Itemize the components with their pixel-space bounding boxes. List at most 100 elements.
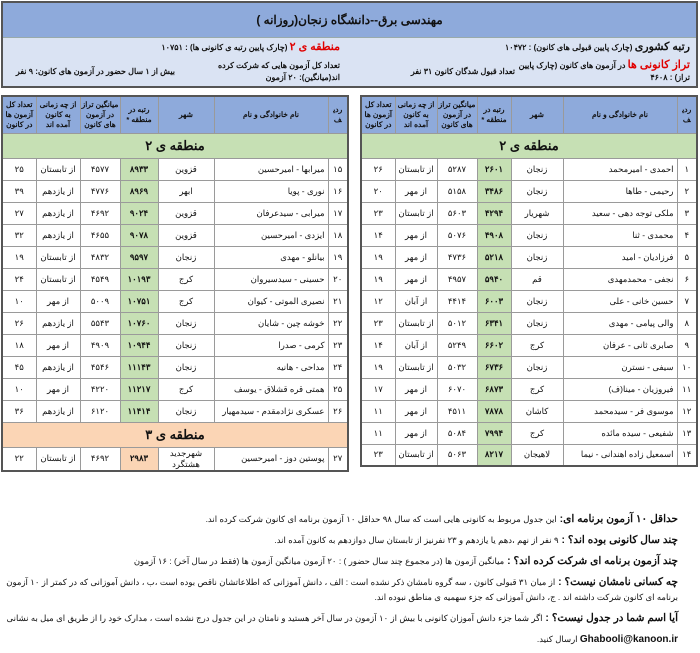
cell-total-exams: ۱۸: [1, 333, 37, 357]
cell-city: کرج: [157, 377, 215, 401]
cell-region-rank: ۷۸۷۸: [476, 399, 512, 423]
cell-total-exams: ۲۳: [360, 201, 396, 225]
zone-row: منطقه ی ۲: [1, 132, 349, 159]
cell-row-number: ۱۴: [676, 443, 698, 467]
cell-student-name: نجفی - محمدمهدی: [562, 267, 678, 291]
note-item: آیا اسم شما در جدول نیست؟ : اگر شما جزء …: [0, 611, 678, 626]
table-row: ۲۷ پوستین دوز - امیرحسین شهرجدید هشتگرد ۲۹۸…: [1, 446, 349, 471]
cell-city: کرج: [510, 377, 564, 401]
cell-joined-since: از مهر: [35, 377, 81, 401]
cell-row-number: ۱: [676, 157, 698, 181]
region-label: منطقه ی ۲: [289, 41, 340, 53]
cell-region-rank: ۱۰۱۹۳: [119, 267, 159, 291]
cell-student-name: صابری ثانی - عرفان: [562, 333, 678, 357]
national-rank-value: (چارک پایین قبولی های کانون) : ۱۰۴۷۲: [504, 43, 635, 52]
cell-region-rank: ۲۶۰۱: [476, 157, 512, 181]
tables-area: ردیف نام خانوادگی و نام شهر رتبه در منطقه *…: [1, 95, 698, 472]
cell-total-exams: ۱۰: [1, 377, 37, 401]
cell-region-rank: ۵۹۴۰: [476, 267, 512, 291]
cell-student-name: رحیمی - طاها: [562, 179, 678, 203]
avg-exams: تعداد کل آزمون هایی که شرکت کرده اند(میا…: [217, 60, 340, 82]
cell-city: شهریار: [510, 201, 564, 225]
cell-total-exams: ۲۲: [1, 446, 37, 471]
cell-city: لاهیجان: [510, 443, 564, 467]
cell-student-name: ایزدی - امیرحسین: [213, 223, 329, 247]
cell-region-rank: ۷۹۹۴: [476, 421, 512, 445]
cell-avg-taraz: ۵۵۴۳: [79, 311, 121, 335]
table-row: ۲۲ خوشه چین - شایان زنجان ۱۰۷۶۰ ۵۵۴۳ از یازده…: [1, 311, 349, 335]
cell-region-rank: ۹۰۷۸: [119, 223, 159, 247]
cell-joined-since: از مهر: [394, 399, 438, 423]
cell-student-name: مداحی - هانیه: [213, 355, 329, 379]
cell-city: قزوین: [157, 157, 215, 181]
column-header-region-rank: رتبه در منطقه *: [119, 95, 159, 134]
note-label: چه کسانی نامشان نیست؟ :: [555, 575, 678, 588]
column-header-region-rank: رتبه در منطقه *: [476, 95, 512, 134]
note-item: حداقل ۱۰ آزمون برنامه ای: این جدول مربوط…: [0, 512, 678, 527]
cell-region-rank: ۹۰۲۴: [119, 201, 159, 225]
column-header-student-name: نام خانوادگی و نام: [213, 95, 329, 134]
cell-city: زنجان: [510, 311, 564, 335]
cell-student-name: خوشه چین - شایان: [213, 311, 329, 335]
cell-row-number: ۳: [676, 201, 698, 225]
cell-city: زنجان: [510, 157, 564, 181]
cell-city: قزوین: [157, 223, 215, 247]
cell-city: زنجان: [510, 355, 564, 379]
cell-student-name: والی پیامی - مهدی: [562, 311, 678, 335]
cell-row-number: ۲۶: [327, 399, 349, 423]
cell-avg-taraz: ۴۵۱۱: [436, 399, 478, 423]
table-row: ۱۱ فیروزیان - مینا(ف) کرج ۶۸۷۳ ۶۰۷۰ از مهر ۱۷: [360, 377, 698, 401]
cell-avg-taraz: ۵۰۰۹: [79, 289, 121, 313]
cell-total-exams: ۱۱: [360, 399, 396, 423]
cell-total-exams: ۱۹: [360, 267, 396, 291]
cell-total-exams: ۱۲: [360, 289, 396, 313]
cell-avg-taraz: ۵۲۴۹: [436, 333, 478, 357]
cell-city: کرج: [510, 421, 564, 445]
cell-region-rank: ۱۰۷۶۰: [119, 311, 159, 335]
table-row: ۱۵ میرابها - امیرحسین قزوین ۸۹۳۳ ۴۵۷۷ از تابس…: [1, 157, 349, 181]
cell-joined-since: از تابستان: [394, 201, 438, 225]
cell-region-rank: ۳۴۸۶: [476, 179, 512, 203]
cell-region-rank: ۸۲۱۷: [476, 443, 512, 467]
cell-avg-taraz: ۴۹۵۷: [436, 267, 478, 291]
cell-region-rank: ۴۲۹۴: [476, 201, 512, 225]
cell-row-number: ۱۷: [327, 201, 349, 225]
column-header-avg-taraz: میانگین تراز در آزمون های کانون: [436, 95, 478, 134]
cell-city: ابهر: [157, 179, 215, 203]
cell-joined-since: از آبان: [394, 289, 438, 313]
cell-region-rank: ۵۲۱۸: [476, 245, 512, 269]
cell-total-exams: ۳۲: [1, 223, 37, 247]
cell-region-rank: ۴۹۰۸: [476, 223, 512, 247]
cell-row-number: ۲۲: [327, 311, 349, 335]
page-title: مهندسی برق--دانشگاه زنجان(روزانه ): [3, 3, 696, 38]
cell-joined-since: از مهر: [35, 289, 81, 313]
cell-student-name: فیروزیان - مینا(ف): [562, 377, 678, 401]
email-link[interactable]: Ghabooli@kanoon.ir: [579, 633, 678, 645]
table-row: ۲۳ کرمی - صدرا زنجان ۱۰۹۴۴ ۴۹۰۹ از مهر ۱۸: [1, 333, 349, 357]
cell-row-number: ۶: [676, 267, 698, 291]
note-text: میانگین آزمون ها (در مجموع چند سال حضور …: [133, 555, 505, 566]
cell-city: زنجان: [157, 355, 215, 379]
table-row: ۹ صابری ثانی - عرفان کرج ۶۶۰۲ ۵۲۴۹ از آبان ۱۴: [360, 333, 698, 357]
cell-region-rank: ۱۰۹۴۴: [119, 333, 159, 357]
cell-student-name: احمدی - امیرمحمد: [562, 157, 678, 181]
cell-student-name: حسینی - سیدسیروان: [213, 267, 329, 291]
cell-row-number: ۱۶: [327, 179, 349, 203]
cell-total-exams: ۱۹: [360, 245, 396, 269]
cell-region-rank: ۱۱۱۴۳: [119, 355, 159, 379]
table-row: ۱۷ میرابی - سیدعرفان قزوین ۹۰۲۴ ۴۶۹۲ از یازده…: [1, 201, 349, 225]
note-text: ۹ نفر از نهم ،دهم یا یازدهم و ۲۳ نفرنیز …: [274, 534, 559, 545]
cell-city: زنجان: [510, 179, 564, 203]
ranking-table-right: ردیف نام خانوادگی و نام شهر رتبه در منطقه *…: [360, 95, 698, 467]
zone-label: منطقه ی ۲: [360, 132, 698, 159]
cell-joined-since: از یازدهم: [35, 179, 81, 203]
column-header-joined-since: از چه زمانی به کانون آمده اند: [35, 95, 81, 134]
cell-city: قم: [510, 267, 564, 291]
cell-row-number: ۱۳: [676, 421, 698, 445]
cell-region-rank: ۱۰۷۵۱: [119, 289, 159, 313]
cell-avg-taraz: ۴۶۹۲: [79, 201, 121, 225]
cell-joined-since: از تابستان: [35, 157, 81, 181]
column-header-city: شهر: [157, 95, 215, 134]
cell-joined-since: از یازدهم: [35, 311, 81, 335]
cell-region-rank: ۶۰۰۳: [476, 289, 512, 313]
